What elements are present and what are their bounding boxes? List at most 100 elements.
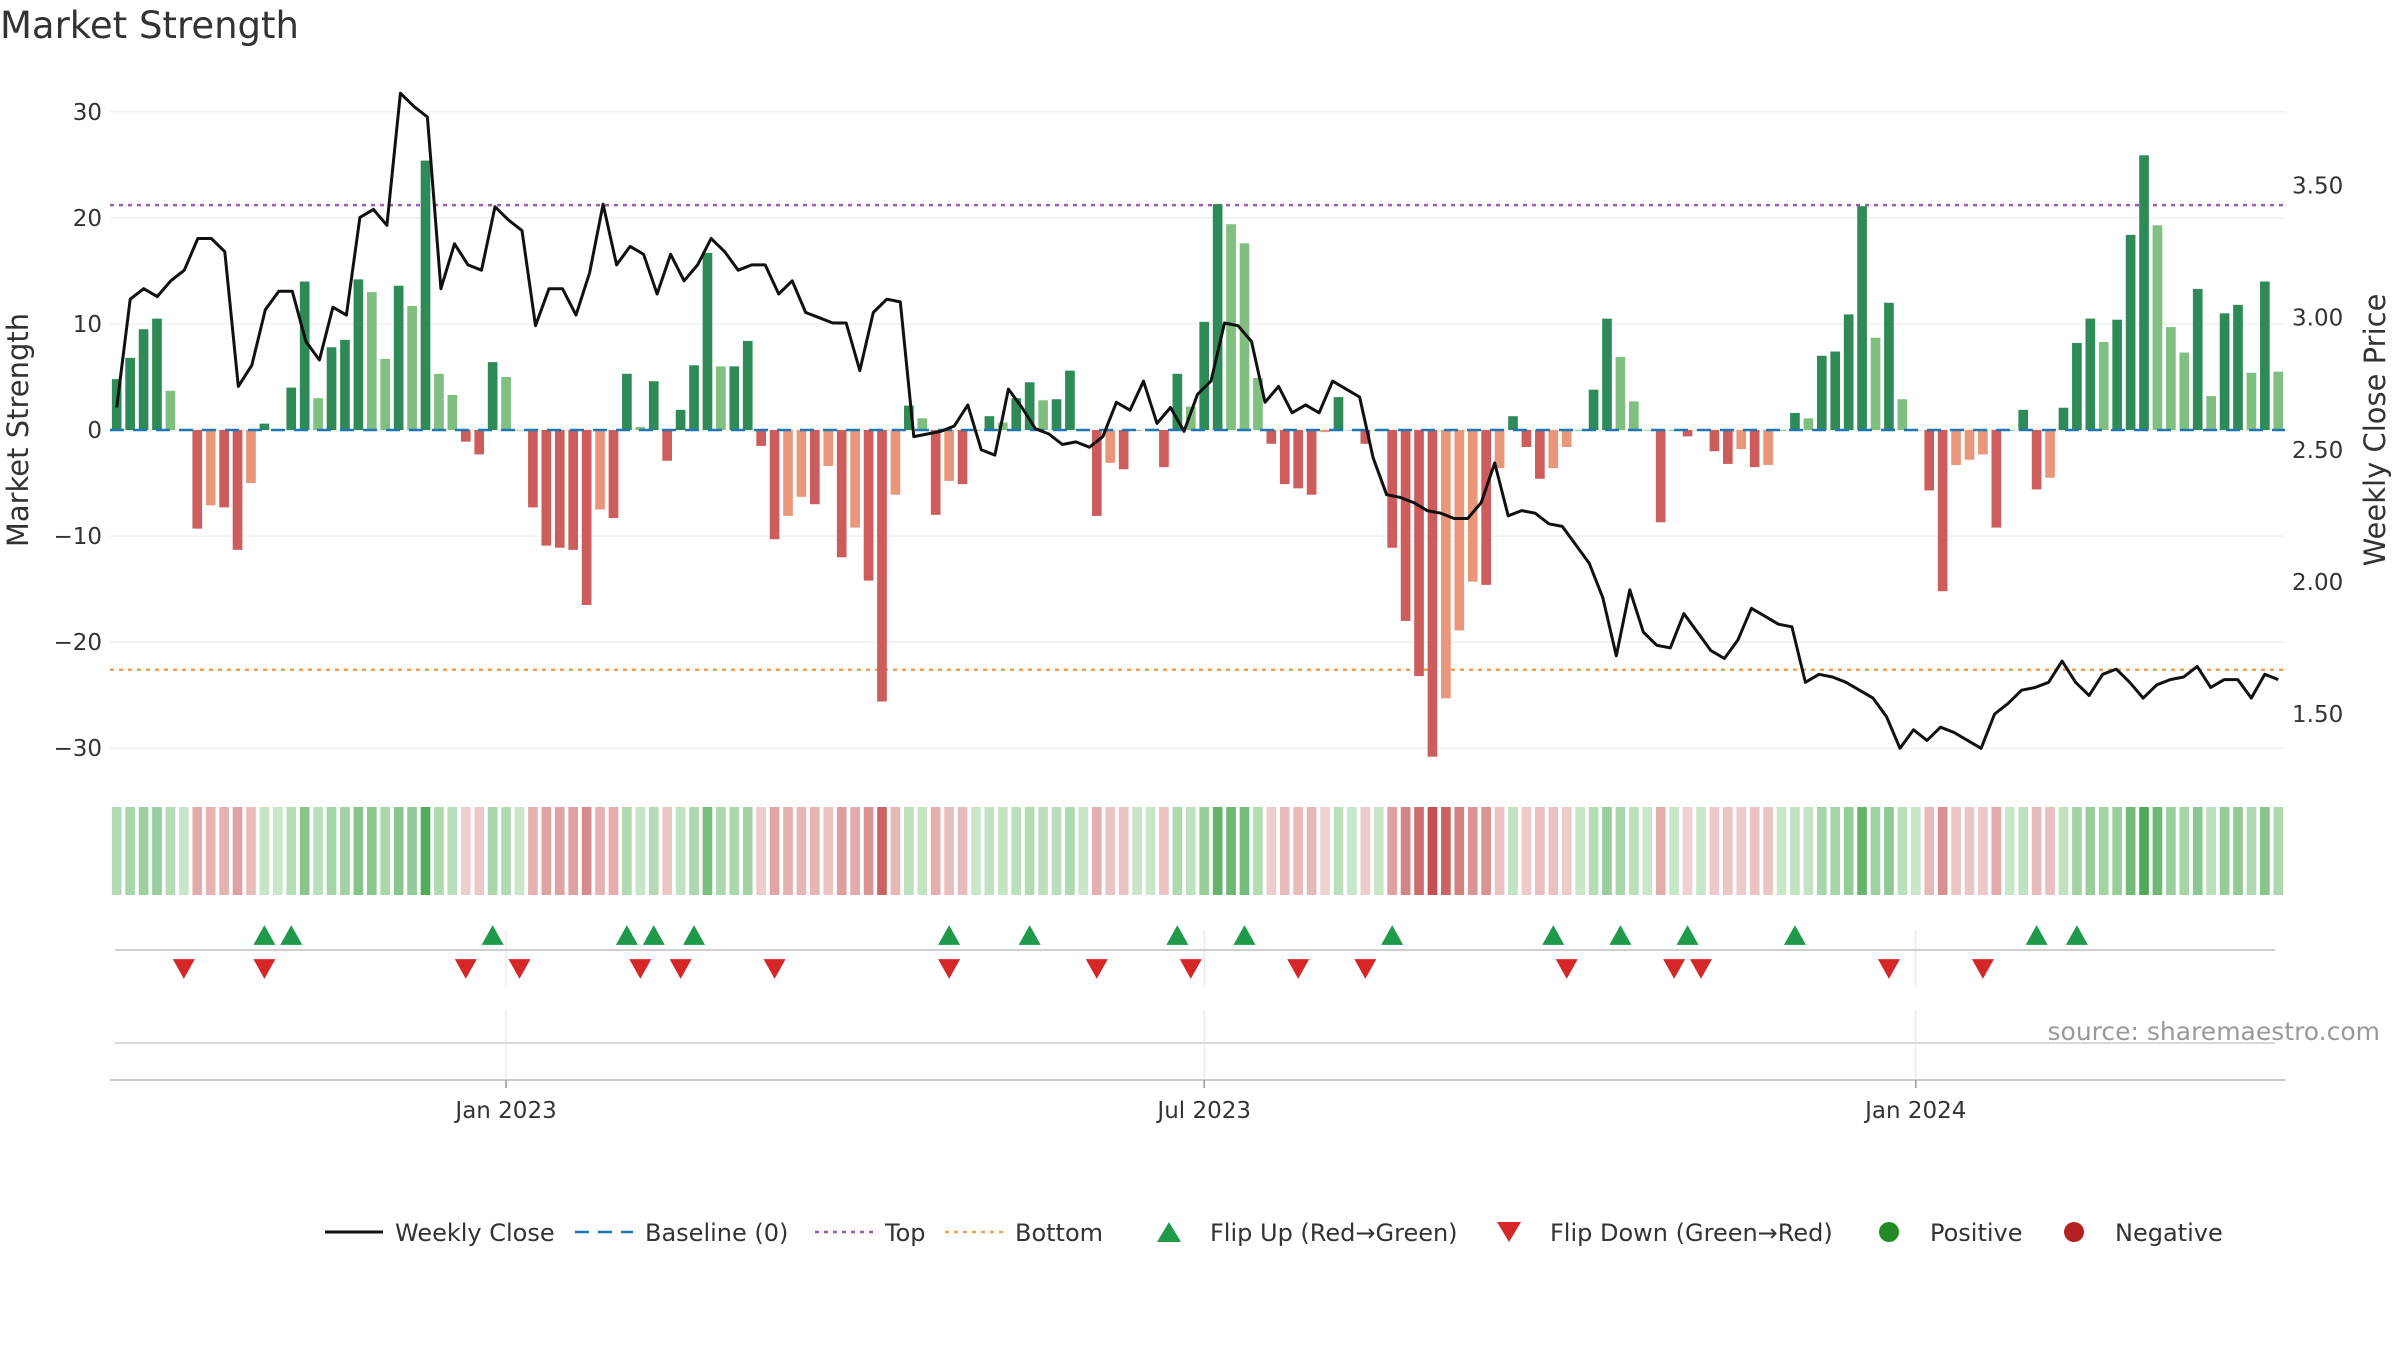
legend: Weekly Close Baseline (0) Top Bottom Flip Up… (325, 1219, 2223, 1247)
heat-cell (286, 807, 297, 895)
heat-cell (192, 807, 203, 895)
heat-cell (380, 807, 391, 895)
strength-bar (756, 430, 766, 446)
heat-cell (2246, 807, 2257, 895)
heat-cell (2045, 807, 2055, 895)
flip-down-marker (1287, 959, 1310, 979)
heat-cell (1467, 807, 1478, 895)
heat-cell (1199, 807, 1210, 895)
heat-cell (313, 807, 323, 895)
heat-cell (796, 807, 807, 895)
heat-cell (2152, 807, 2163, 895)
heat-cell (1427, 807, 1438, 895)
heat-cell (299, 807, 310, 895)
strength-bar (1508, 416, 1518, 430)
heat-cell (1239, 807, 1250, 895)
strength-bar (326, 347, 337, 430)
strength-bar (232, 430, 243, 550)
strength-bar (1320, 430, 1330, 433)
flip-up-marker (1609, 925, 1632, 945)
heat-cell (326, 807, 337, 895)
flip-up-marker (615, 925, 638, 945)
y-tick-label: 10 (73, 312, 102, 338)
legend-swatch (1497, 1222, 1521, 1242)
heat-cell (219, 807, 229, 895)
heat-cell (581, 807, 592, 895)
heat-cell (1629, 807, 1639, 895)
heat-cell (487, 807, 498, 895)
heat-cell (595, 807, 605, 895)
heat-cell (1521, 807, 1532, 895)
heat-cell (366, 807, 377, 895)
heat-cell (769, 807, 780, 895)
heat-cell (1481, 807, 1491, 895)
heat-cell (1320, 807, 1330, 895)
strength-bar (1172, 373, 1183, 430)
heat-cell (1642, 807, 1653, 895)
strength-bar (1884, 302, 1894, 430)
strength-bar (1481, 430, 1491, 585)
heat-cell (246, 807, 256, 895)
flip-down-marker (1354, 959, 1377, 979)
strength-bar (1803, 418, 1814, 430)
heat-cell (1803, 807, 1814, 895)
strength-bar (635, 426, 646, 430)
y2-tick-label: 2.50 (2292, 438, 2343, 464)
strength-bar (1843, 314, 1854, 430)
heat-cell (1441, 807, 1451, 895)
y-tick-label: 30 (73, 100, 102, 126)
strength-bar (1226, 224, 1236, 430)
strength-bar (2139, 155, 2149, 430)
heat-cell (917, 807, 928, 895)
heat-cell (1494, 807, 1505, 895)
legend-label: Top (884, 1219, 926, 1247)
strength-bar (1548, 430, 1559, 469)
strength-bar (689, 365, 699, 430)
heat-cell (1118, 807, 1129, 895)
heat-cell (2260, 807, 2270, 895)
heat-cell (393, 807, 404, 895)
heat-cell (1696, 807, 1706, 895)
strength-bar (1629, 401, 1639, 430)
heat-cell (1843, 807, 1854, 895)
heat-cell (554, 807, 565, 895)
heat-cell (138, 807, 149, 895)
strength-bar (1830, 351, 1841, 430)
flip-down-marker (763, 959, 786, 979)
heat-cell (1145, 807, 1156, 895)
strength-bar (581, 430, 592, 605)
flip-up-marker (642, 925, 665, 945)
flip-down-marker (1663, 959, 1686, 979)
heat-cell (877, 807, 887, 895)
strength-bar (1951, 430, 1961, 465)
strength-bar (2246, 372, 2257, 430)
heat-cell (407, 807, 417, 895)
heat-cell (957, 807, 968, 895)
heat-cell (2085, 807, 2096, 895)
heat-cell (1185, 807, 1196, 895)
strength-bar (1722, 430, 1733, 464)
heat-cell (353, 807, 364, 895)
legend-item-dot-green: Positive (1879, 1219, 2023, 1247)
strength-bar (514, 430, 525, 431)
heat-cell (2166, 807, 2176, 895)
legend-label: Negative (2115, 1219, 2223, 1247)
strength-bar (1790, 413, 1800, 430)
strength-bar (1521, 430, 1532, 447)
heat-cell (1212, 807, 1223, 895)
heat-cell (447, 807, 458, 895)
strength-bar (1105, 430, 1116, 463)
heat-cell (863, 807, 874, 895)
strength-bar (769, 430, 780, 540)
legend-label: Flip Down (Green→Red) (1550, 1219, 1833, 1247)
heat-cell (662, 807, 673, 895)
strength-bar (393, 285, 404, 430)
strength-bar (420, 160, 431, 430)
strength-bar (1051, 399, 1062, 430)
strength-bar (1870, 337, 1881, 430)
strength-bar (1333, 397, 1344, 430)
heat-cell (528, 807, 538, 895)
flip-up-marker (2025, 925, 2048, 945)
heat-cell (756, 807, 766, 895)
y-tick-label: 0 (87, 418, 102, 444)
